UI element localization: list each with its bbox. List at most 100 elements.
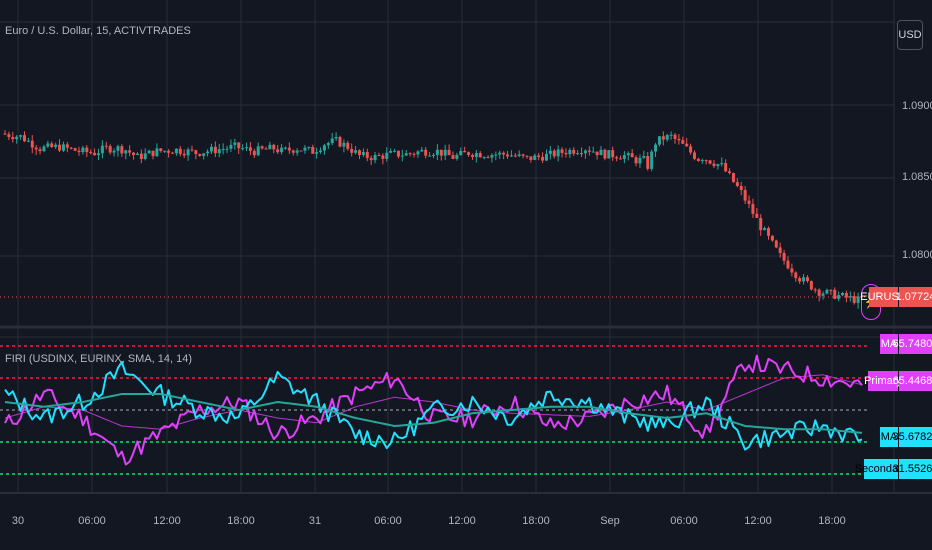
- candle-body: [802, 277, 806, 282]
- candle-body: [615, 157, 619, 159]
- candle-body: [770, 235, 774, 241]
- candle-body: [50, 143, 54, 148]
- price-tick: 1.08000: [902, 249, 932, 261]
- candle-body: [517, 154, 521, 157]
- time-tick: 06:00: [78, 515, 106, 527]
- indicator-series-line: [4, 393, 863, 434]
- candle-body: [155, 148, 159, 157]
- candle-body: [260, 146, 264, 149]
- candle-body: [560, 149, 564, 153]
- candle-body: [248, 147, 252, 151]
- candle-body: [38, 149, 42, 152]
- candle-body: [576, 153, 580, 155]
- candle-body: [696, 158, 700, 161]
- candle-body: [264, 148, 268, 150]
- candle-body: [412, 153, 416, 155]
- candle-body: [22, 135, 26, 142]
- candle-body: [330, 138, 334, 143]
- secondary-value: 31.55267: [893, 459, 932, 479]
- candle-body: [739, 186, 743, 191]
- candle-body: [209, 146, 213, 152]
- candle-body: [451, 155, 455, 159]
- candle-body: [755, 213, 759, 218]
- candle-body: [833, 289, 837, 299]
- candle-body: [642, 155, 646, 158]
- candle-body: [42, 146, 46, 152]
- candle-body: [233, 142, 237, 145]
- candle-body: [171, 152, 175, 154]
- candle-body: [291, 150, 295, 153]
- candle-body: [408, 153, 412, 155]
- candle-body: [268, 144, 272, 150]
- candle-body: [159, 148, 163, 152]
- candle-body: [689, 146, 693, 153]
- candle-body: [19, 135, 23, 137]
- candle-body: [848, 296, 852, 298]
- candle-body: [731, 173, 735, 183]
- candle-body: [69, 147, 73, 149]
- candle-body: [751, 203, 755, 214]
- candle-body: [34, 147, 38, 150]
- time-tick: 18:00: [522, 515, 550, 527]
- candle-body: [7, 134, 11, 138]
- time-tick: 06:00: [670, 515, 698, 527]
- candle-body: [700, 160, 704, 162]
- candle-body: [704, 160, 708, 162]
- candle-body: [603, 149, 607, 159]
- candle-body: [167, 150, 171, 153]
- candle-body: [790, 268, 794, 273]
- candle-body: [685, 143, 689, 147]
- candle-body: [342, 142, 346, 147]
- candle-body: [283, 147, 287, 149]
- candle-body: [439, 149, 443, 156]
- candle-body: [455, 154, 459, 159]
- time-tick: 30: [11, 515, 25, 527]
- candle-body: [817, 289, 821, 296]
- price-symbol-tag: EURUSD: [860, 287, 907, 307]
- candle-body: [15, 136, 19, 140]
- indicator-series-line: [4, 374, 863, 430]
- candle-body: [385, 152, 389, 159]
- candle-body: [221, 148, 225, 150]
- candle-body: [396, 150, 400, 157]
- indicator-legend[interactable]: FIRI (USDINX, EURINX, SMA, 14, 14): [5, 353, 193, 365]
- candle-body: [506, 154, 510, 157]
- candle-body: [315, 152, 319, 154]
- candle-body: [139, 153, 143, 160]
- candle-body: [673, 134, 677, 139]
- primary-ma-label: MA: [880, 334, 898, 354]
- candle-body: [143, 153, 147, 160]
- candle-body: [89, 152, 93, 154]
- candle-body: [537, 155, 541, 157]
- candle-body: [389, 151, 393, 153]
- candle-body: [178, 148, 182, 154]
- candle-body: [708, 160, 712, 164]
- candle-body: [459, 150, 463, 155]
- candle-body: [728, 171, 732, 174]
- candle-body: [85, 147, 89, 153]
- candle-body: [552, 150, 556, 157]
- candle-body: [661, 136, 665, 140]
- candle-body: [252, 150, 256, 156]
- candle-body: [568, 149, 572, 155]
- candle-body: [393, 150, 397, 152]
- candle-body: [595, 151, 599, 156]
- currency-button[interactable]: USD: [897, 20, 923, 50]
- candle-body: [509, 155, 513, 157]
- candle-body: [774, 240, 778, 248]
- candle-body: [463, 150, 467, 153]
- candle-body: [3, 133, 7, 135]
- candle-body: [346, 142, 350, 149]
- secondary-label: Secondary: [855, 459, 907, 479]
- candle-body: [669, 134, 673, 136]
- candle-body: [720, 163, 724, 165]
- candle-body: [334, 137, 338, 139]
- time-tick: 12:00: [153, 515, 181, 527]
- candle-body: [490, 154, 494, 158]
- price-tick: 1.09000: [902, 100, 932, 112]
- candle-body: [303, 147, 307, 151]
- symbol-legend[interactable]: Euro / U.S. Dollar, 15, ACTIVTRADES: [5, 25, 191, 37]
- candle-body: [852, 296, 856, 303]
- candle-body: [805, 277, 809, 282]
